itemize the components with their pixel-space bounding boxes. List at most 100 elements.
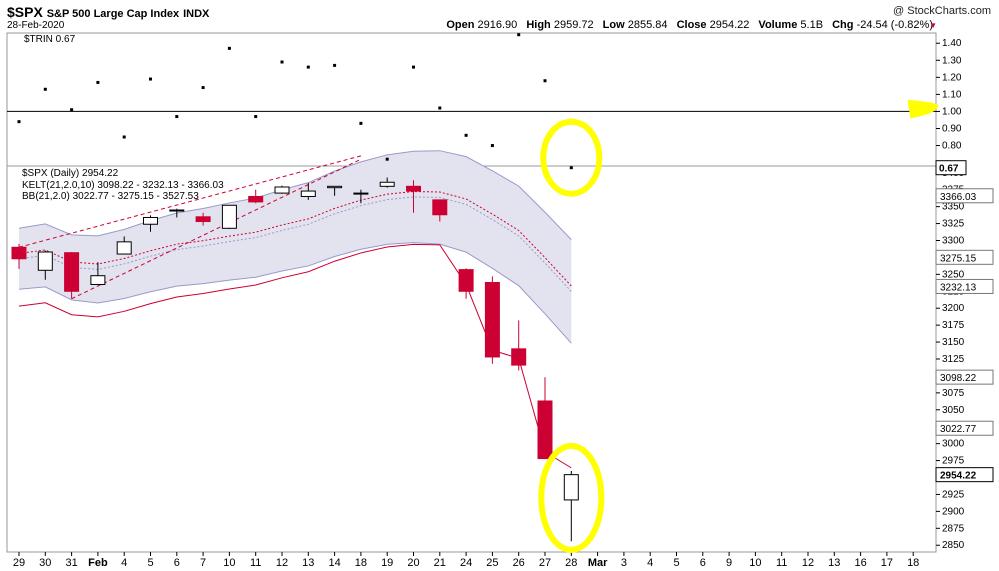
close-label: Close [676, 19, 707, 31]
price-tick-label: 3175 [942, 320, 965, 331]
price-badge-label: 3098.22 [940, 373, 977, 384]
close-value: 2954.22 [709, 19, 750, 31]
candle-body [11, 246, 27, 260]
x-tick-label: 20 [407, 557, 419, 569]
price-badge [935, 249, 994, 265]
x-tick-label: 12 [276, 557, 288, 569]
trin-point [175, 115, 179, 119]
x-tick-label: 10 [749, 557, 761, 569]
keltner-band [19, 150, 572, 344]
trin-point [43, 87, 47, 91]
price-tick-label: 3125 [942, 354, 965, 365]
candle-body [274, 186, 290, 194]
high-value: 2959.72 [553, 19, 594, 31]
candle-body [353, 192, 369, 195]
trin-panel [6, 32, 937, 167]
price-badge-label: 3022.77 [940, 424, 977, 435]
x-tick-label: 27 [539, 557, 551, 569]
price-badge [935, 188, 994, 204]
x-tick-label: 26 [513, 557, 525, 569]
price-tick-label: 2975 [942, 456, 965, 467]
highlight-circle-candle [538, 442, 605, 553]
price-tick-label: 2875 [942, 523, 965, 534]
x-tick-label: 19 [381, 557, 393, 569]
price-badge-label: 3366.03 [940, 192, 977, 203]
x-tick-label: 5 [673, 557, 679, 569]
x-tick-label: 4 [121, 557, 127, 569]
trin-point [359, 121, 363, 125]
candle-body [484, 281, 500, 358]
trin-point [412, 65, 415, 69]
trin-point [96, 80, 100, 84]
ohlc-readout: Open 2916.90 High 2959.72 Low 2855.84 Cl… [446, 19, 939, 31]
x-tick-label: 6 [174, 557, 180, 569]
x-tick-label: 28 [565, 557, 577, 569]
price-tick-label: 3325 [942, 219, 965, 230]
candle-body [406, 185, 421, 192]
trin-point [17, 120, 21, 124]
trin-point [464, 133, 468, 137]
volume-label: Volume [758, 19, 798, 31]
price-badge-label: 3232.13 [940, 282, 977, 293]
price-tick-label: 3250 [942, 269, 965, 280]
chg-label: Chg [832, 19, 854, 31]
x-tick-label: Mar [588, 557, 608, 569]
price-tick-label: 3050 [942, 405, 965, 416]
price-tick-label: 3200 [942, 303, 965, 314]
chg-down-icon: ▼ [929, 21, 937, 30]
trin-tick-label: 1.40 [942, 38, 962, 49]
price-tick-label: 3350 [942, 202, 965, 213]
candle-body [327, 185, 343, 189]
trin-point [490, 144, 494, 148]
price-tick-label: 2850 [942, 540, 965, 551]
price-tick-label: 2900 [942, 506, 965, 517]
watermark: @ StockCharts.com [893, 5, 991, 17]
candle-body [90, 275, 106, 286]
x-tick-label: 18 [907, 557, 919, 569]
keltner-upper-line [18, 150, 572, 240]
candle-body [37, 251, 53, 271]
x-tick-label: 4 [647, 557, 653, 569]
candle-body [379, 181, 395, 187]
candle-body [143, 216, 158, 225]
price-tick-label: 3300 [942, 235, 965, 246]
candle-body [221, 204, 237, 229]
trin-tick-label: 1.10 [942, 89, 962, 100]
price-tick-label: 3075 [942, 388, 965, 399]
bb-lower-line [18, 243, 572, 469]
x-tick-label: Feb [88, 557, 108, 569]
price-tick-label: 3000 [942, 439, 965, 450]
index-name: S&P 500 Large Cap Index [46, 8, 180, 20]
candle-body [537, 400, 553, 460]
symbol-title: $SPX S&P 500 Large Cap Index INDX [7, 4, 209, 20]
trin-tick-label: 1.20 [942, 72, 962, 83]
x-tick-label: 30 [39, 557, 51, 569]
price-badge [935, 369, 994, 385]
candle-body [300, 190, 316, 197]
x-tick-label: 9 [726, 557, 732, 569]
x-tick-label: 10 [223, 557, 235, 569]
x-tick-label: 12 [802, 557, 814, 569]
price-badge [935, 467, 994, 483]
trin-point [254, 115, 258, 119]
trin-point [227, 46, 231, 50]
x-tick-label: 11 [250, 557, 261, 569]
trin-point [280, 60, 284, 64]
x-tick-label: 17 [881, 557, 893, 569]
trin-badge [935, 160, 967, 176]
trin-point [438, 106, 442, 110]
trin-label: $TRIN 0.67 [24, 34, 76, 45]
x-tick-label: 11 [776, 557, 787, 569]
trin-tick-label: 0.90 [942, 123, 962, 134]
trendline-a [71, 158, 362, 300]
candle-body [563, 474, 579, 501]
trin-point [543, 79, 547, 83]
trin-tick-label: 1.00 [942, 106, 962, 117]
x-tick-label: 5 [147, 557, 153, 569]
trin-tick-label: 0.80 [942, 141, 962, 152]
chart-date: 28-Feb-2020 [7, 20, 65, 31]
high-label: High [526, 19, 551, 31]
x-tick-label: 31 [65, 557, 77, 569]
low-value: 2855.84 [627, 19, 668, 31]
